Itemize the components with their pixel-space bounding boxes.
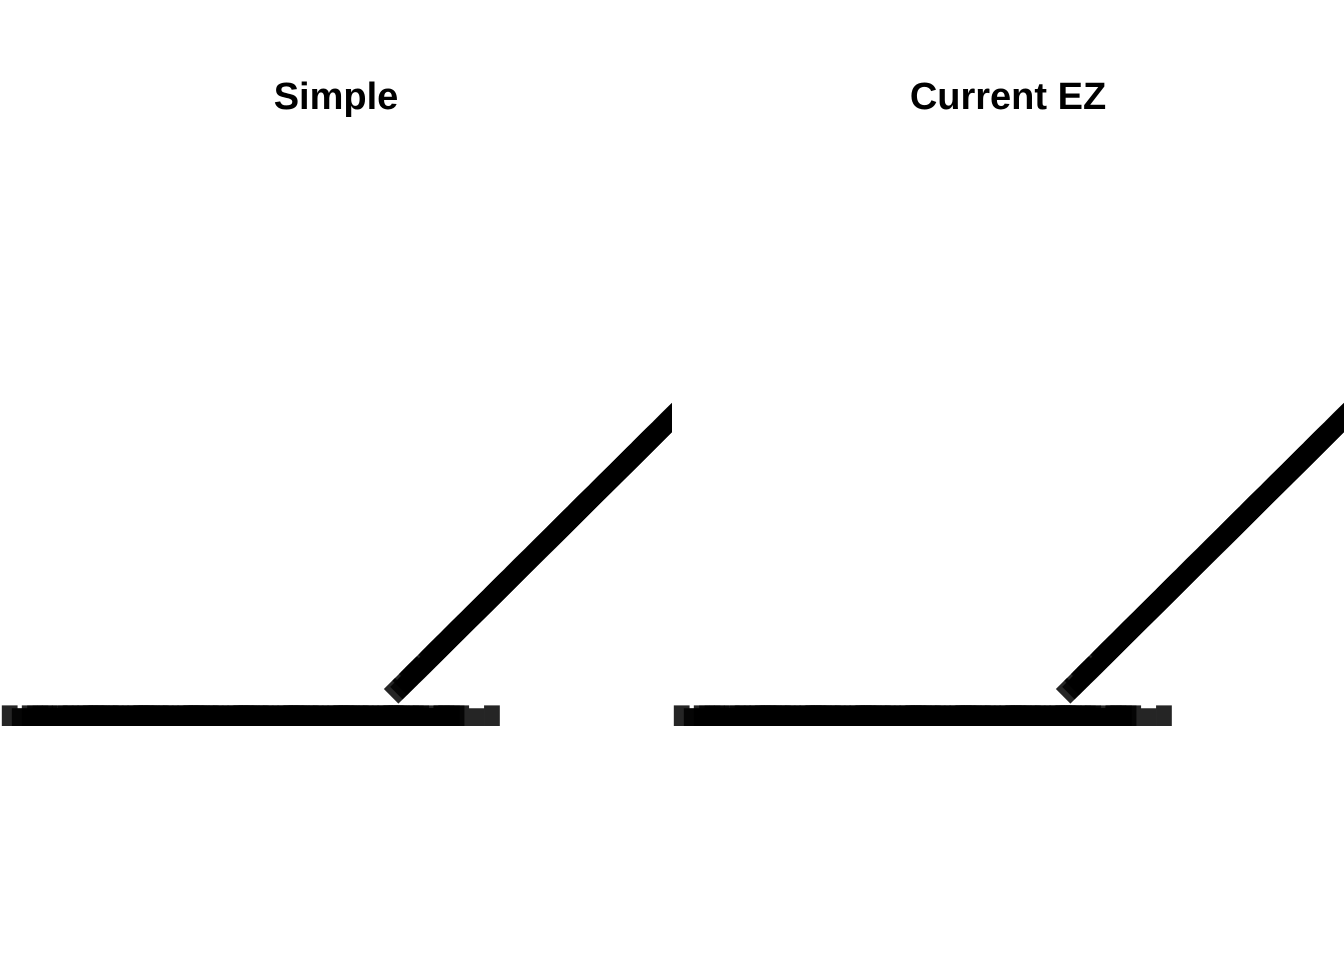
overlapping-label: ▆▇▆▇▆▇ xyxy=(161,704,255,726)
chart-panel-current-ez: Current EZ ▇▆▇▆▇▆▇ ▆▇▆▇▆▇ ▇▇▆▆▇▇ ▆▆▇▇▆ ▇▆▆▇▇… xyxy=(672,0,1344,960)
overlapping-label: ▇▇▆▆▇▇ xyxy=(993,704,1087,726)
overlapping-label: ▇▆▇▆▇▆▇ xyxy=(673,704,782,726)
overlapping-label: ▇▆▆▇▇▆▇ xyxy=(291,704,400,726)
overlapping-label: ▆▇▆▇▆▇ xyxy=(1033,704,1127,726)
overlapping-label: ▇▆▆▇▇▆▇ xyxy=(763,704,872,726)
overlapping-label: ▇▇▆▆▇▇ xyxy=(943,704,1037,726)
overlapping-label: ▆▆▇▇▆ xyxy=(853,704,932,726)
overlapping-label: ▇▆▇▆▇▆▇ xyxy=(51,704,160,726)
overlapping-label: ▇▆▇▆▇▆▇ xyxy=(101,704,210,726)
overlapping-label: ▆▇▆▇▆▇ xyxy=(61,704,155,726)
overlapping-label: ▇▆▇▆▇▆▇ xyxy=(301,704,410,726)
overlapping-label: ▇▆▆▇▇▆▇ xyxy=(713,704,822,726)
overlapping-label: ▆▇▆▇▆▇ xyxy=(883,704,977,726)
overlapping-label: ▆▆▇▇▆ xyxy=(381,704,460,726)
overlapping-label: ▇▆▆▇▇▆▇ xyxy=(341,704,450,726)
overlapping-label: ▇▆▆▇▇▆▇ xyxy=(391,704,500,726)
overlapping-label: ▆▆▇▇▆ xyxy=(803,704,882,726)
overlapping-label: ▇▆▆▇▇▆▇ xyxy=(141,704,250,726)
overlapping-label: ▇▆▇▆▇▆▇ xyxy=(201,704,310,726)
chart-panel-simple: Simple ▇▆▇▆▇▆▇ ▆▇▆▇▆▇ ▇▇▆▆▇▇ ▆▆▇▇▆ ▇▆▆▇▇▆▇ ▇▆… xyxy=(1,76,672,726)
overlapping-label: ▆▆▇▇▆ xyxy=(131,704,210,726)
overlapping-label: ▆▇▆▇▆▇ xyxy=(833,704,927,726)
overlapping-label: ▆▇▆▇▆▇ xyxy=(111,704,205,726)
overlapping-label: ▆▇▆▇▆▇ xyxy=(983,704,1077,726)
overlapping-label: ▇▇▆▆▇▇ xyxy=(221,704,315,726)
overlapping-label: ▇▆▇▆▇▆▇ xyxy=(151,704,260,726)
overlapping-label: ▆▇▆▇▆▇ xyxy=(683,704,777,726)
overlapping-label: ▇▆▇▆▇▆▇ xyxy=(973,704,1082,726)
chart-title: Current EZ xyxy=(909,76,1107,118)
overlapping-label: ▆▇▆▇▆▇ xyxy=(733,704,827,726)
chart-plot-area: ▇▆▇▆▇▆▇▆▇▆▇▆▇▇▇▆▆▇▇▆▆▇▇▆▇▆▆▇▇▆▇▇▆▇▆▇▆▇▆▇… xyxy=(1,364,672,726)
overlapping-label: ▇▇▆▆▇▇ xyxy=(121,704,215,726)
overlapping-label: ▇▆▇▆▇▆▇ xyxy=(723,704,832,726)
overlapping-label: ▇▆▆▇▇▆▇ xyxy=(632,364,672,457)
overlapping-label: ▇▇▆▆▇▇ xyxy=(71,704,165,726)
overlapping-label: ▇▆▆▇▇▆▇ xyxy=(863,704,972,726)
overlapping-label: ▇▇▆▆▇▇ xyxy=(321,704,415,726)
overlapping-label: ▇▆▆▇▇▆▇ xyxy=(1013,704,1122,726)
overlapping-label: ▆▇▆▇▆▇ xyxy=(261,704,355,726)
overlapping-label: ▆▇▆▇▆▇ xyxy=(361,704,455,726)
overlapping-label: ▇▆▇▆▇▆▇ xyxy=(1023,704,1132,726)
overlapping-label: ▇▆▆▇▇▆▇ xyxy=(1304,364,1344,457)
overlapping-label: ▇▆▆▇▇▆▇ xyxy=(963,704,1072,726)
overlapping-label: ▇▇▆▆▇▇ xyxy=(271,704,365,726)
overlapping-label: ▇▆▇▆▇▆▇ xyxy=(351,704,460,726)
overlapping-label: ▇▆▆▇▇▆▇ xyxy=(191,704,300,726)
overlapping-label: ▆▇▆▇▆▇ xyxy=(11,704,105,726)
overlapping-label: ▇▇▆▆▇▇ xyxy=(171,704,265,726)
overlapping-label: ▇▆▆▇▇▆▇ xyxy=(813,704,922,726)
overlapping-label: ▆▆▇▇▆ xyxy=(903,704,982,726)
overlapping-label: ▆▇▆▇▆▇ xyxy=(311,704,405,726)
overlapping-label: ▇▇▆▆▇▇ xyxy=(843,704,937,726)
overlapping-label: ▆▆▇▇▆ xyxy=(181,704,260,726)
chart-title: Simple xyxy=(273,76,399,118)
overlapping-label: ▆▆▇▇▆ xyxy=(331,704,410,726)
overlapping-label: ▇▇▆▆▇▇ xyxy=(793,704,887,726)
overlapping-label: ▇▇▆▆▇▇ xyxy=(693,704,787,726)
overlapping-label: ▇▆▇▆▇▆▇ xyxy=(823,704,932,726)
overlapping-label: ▇▆▆▇▇▆▇ xyxy=(1063,704,1172,726)
overlapping-label: ▆▆▇▇▆ xyxy=(1003,704,1082,726)
overlapping-label: ▇▆▇▆▇▆▇ xyxy=(1,704,110,726)
overlapping-label: ▇▆▇▆▇▆▇ xyxy=(251,704,360,726)
overlapping-label: ▇▆▇▆▇▆▇ xyxy=(773,704,882,726)
overlapping-label: ▆▆▇▇▆ xyxy=(281,704,360,726)
overlapping-label: ▇▇▆▆▇▇ xyxy=(371,704,465,726)
overlapping-label: ▇▆▆▇▇▆▇ xyxy=(913,704,1022,726)
overlapping-label: ▇▇▆▆▇▇ xyxy=(21,704,115,726)
overlapping-label: ▆▆▇▇▆ xyxy=(1053,704,1132,726)
overlapping-label: ▇▆▇▆▇▆▇ xyxy=(873,704,982,726)
overlapping-label: ▇▇▆▆▇▇ xyxy=(893,704,987,726)
overlapping-label: ▆▆▇▇▆ xyxy=(703,704,782,726)
chart-plot-area: ▇▆▇▆▇▆▇▆▇▆▇▆▇▇▇▆▆▇▇▆▆▇▇▆▇▆▆▇▇▆▇▇▆▇▆▇▆▇▆▇… xyxy=(673,364,1344,726)
overlapping-label: ▆▆▇▇▆ xyxy=(953,704,1032,726)
overlapping-label: ▆▇▆▇▆▇ xyxy=(933,704,1027,726)
overlapping-label: ▆▇▆▇▆▇ xyxy=(783,704,877,726)
overlapping-label: ▆▆▇▇▆ xyxy=(231,704,310,726)
overlapping-label: ▇▇▆▆▇▇ xyxy=(1043,704,1137,726)
overlapping-label: ▆▇▆▇▆▇ xyxy=(211,704,305,726)
overlapping-label: ▇▆▆▇▇▆▇ xyxy=(241,704,350,726)
overlapping-label: ▆▆▇▇▆ xyxy=(31,704,110,726)
overlapping-label: ▇▆▆▇▇▆▇ xyxy=(41,704,150,726)
overlapping-label: ▆▆▇▇▆ xyxy=(81,704,160,726)
overlapping-label: ▆▆▇▇▆ xyxy=(753,704,832,726)
overlapping-label: ▇▆▇▆▇▆▇ xyxy=(923,704,1032,726)
overlapping-label: ▇▆▆▇▇▆▇ xyxy=(91,704,200,726)
overlapping-label: ▇▇▆▆▇▇ xyxy=(743,704,837,726)
